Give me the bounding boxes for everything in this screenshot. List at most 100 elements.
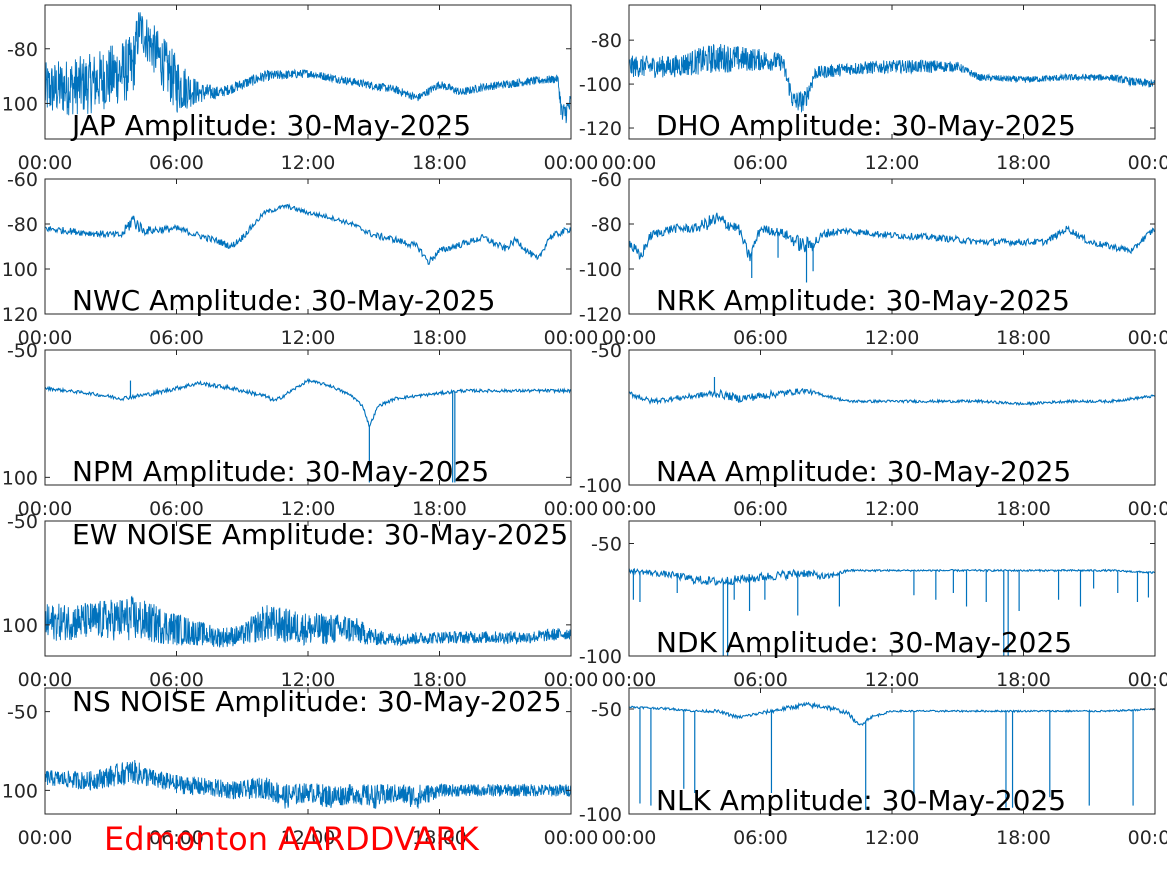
x-tick-label: 06:00 bbox=[149, 152, 204, 174]
y-tick-label: 100 bbox=[2, 780, 38, 802]
panel-9: 00:00 06:00 12:00 18:00 00:00 -50 -100 NLK Ampl… bbox=[579, 687, 1167, 849]
y-tick-label: -120 bbox=[579, 118, 622, 140]
x-tick-label: 18:00 bbox=[412, 327, 467, 349]
x-tick-label: 00:00 bbox=[1128, 827, 1167, 849]
x-tick-label: 12:00 bbox=[865, 669, 920, 691]
x-tick-label: 00:00 bbox=[544, 498, 599, 520]
x-tick-label: 06:00 bbox=[149, 327, 204, 349]
y-tick-label: -100 bbox=[579, 74, 622, 96]
x-tick-label: 00:00 bbox=[544, 152, 599, 174]
y-tick-label: -50 bbox=[7, 340, 38, 362]
series-line bbox=[45, 12, 571, 124]
x-tick-label: 00:00 bbox=[544, 327, 599, 349]
x-tick-label: 00:00 bbox=[602, 669, 657, 691]
series-line bbox=[45, 595, 571, 648]
y-tick-label: -50 bbox=[7, 511, 38, 533]
panel-title: NDK Amplitude: 30-May-2025 bbox=[656, 626, 1072, 659]
y-tick-label: -50 bbox=[591, 534, 622, 556]
x-tick-label: 00:00 bbox=[1128, 152, 1167, 174]
panel-title: EW NOISE Amplitude: 30-May-2025 bbox=[72, 518, 568, 551]
x-tick-label: 00:00 bbox=[1128, 498, 1167, 520]
station-footer-label: Edmonton AARDDVARK bbox=[104, 820, 479, 858]
y-tick-label: 100 bbox=[2, 615, 38, 637]
series-line bbox=[629, 387, 1155, 407]
x-tick-label: 12:00 bbox=[281, 669, 336, 691]
y-tick-label: -100 bbox=[579, 804, 622, 826]
x-tick-label: 18:00 bbox=[412, 498, 467, 520]
x-tick-label: 18:00 bbox=[996, 498, 1051, 520]
x-tick-label: 00:00 bbox=[18, 152, 73, 174]
panel-1: 00:00 06:00 12:00 18:00 00:00 -80 -100 -120 DHO … bbox=[579, 4, 1167, 174]
panel-title: NRK Amplitude: 30-May-2025 bbox=[656, 284, 1070, 317]
panel-3: 00:00 06:00 12:00 18:00 00:00 -60 -80 -100 -120 N… bbox=[579, 169, 1167, 349]
y-tick-label: -60 bbox=[7, 169, 38, 191]
x-tick-label: 12:00 bbox=[281, 152, 336, 174]
x-tick-label: 12:00 bbox=[865, 327, 920, 349]
x-tick-label: 00:00 bbox=[602, 498, 657, 520]
series-line bbox=[45, 377, 571, 428]
x-tick-label: 00:00 bbox=[18, 498, 73, 520]
y-tick-label: -100 bbox=[579, 646, 622, 668]
y-tick-label: -120 bbox=[579, 304, 622, 326]
x-tick-label: 00:00 bbox=[544, 669, 599, 691]
x-tick-label: 18:00 bbox=[412, 827, 467, 849]
x-tick-label: 06:00 bbox=[733, 669, 788, 691]
panel-4: 00:00 06:00 12:00 18:00 00:00 -50 100 NPM Ampli… bbox=[2, 340, 599, 520]
x-tick-label: 12:00 bbox=[865, 152, 920, 174]
panel-title: NAA Amplitude: 30-May-2025 bbox=[656, 455, 1071, 488]
x-tick-label: 18:00 bbox=[412, 152, 467, 174]
y-tick-label: -80 bbox=[7, 39, 38, 61]
x-tick-label: 00:00 bbox=[18, 669, 73, 691]
panel-5: 00:00 06:00 12:00 18:00 00:00 -50 -100 NAA Ampl… bbox=[579, 340, 1167, 520]
x-tick-label: 12:00 bbox=[281, 498, 336, 520]
y-tick-label: -50 bbox=[591, 340, 622, 362]
x-tick-label: 12:00 bbox=[865, 827, 920, 849]
x-tick-label: 00:00 bbox=[602, 827, 657, 849]
panel-title: JAP Amplitude: 30-May-2025 bbox=[70, 109, 471, 142]
x-tick-label: 12:00 bbox=[281, 827, 336, 849]
x-tick-label: 18:00 bbox=[996, 669, 1051, 691]
x-tick-label: 00:00 bbox=[544, 827, 599, 849]
y-tick-label: 100 bbox=[2, 259, 38, 281]
x-tick-label: 00:00 bbox=[602, 152, 657, 174]
panel-8: 00:00 06:00 12:00 18:00 00:00 -50 100 NS NOISE … bbox=[2, 685, 599, 849]
panel-title: NS NOISE Amplitude: 30-May-2025 bbox=[72, 685, 562, 718]
y-tick-label: -100 bbox=[579, 475, 622, 497]
x-tick-label: 00:00 bbox=[1128, 669, 1167, 691]
x-tick-label: 06:00 bbox=[733, 327, 788, 349]
x-tick-label: 12:00 bbox=[865, 498, 920, 520]
y-tick-label: 120 bbox=[2, 304, 38, 326]
panel-title: NLK Amplitude: 30-May-2025 bbox=[656, 784, 1066, 817]
panel-title: NWC Amplitude: 30-May-2025 bbox=[72, 284, 495, 317]
y-tick-label: 100 bbox=[2, 93, 38, 115]
x-tick-label: 18:00 bbox=[996, 152, 1051, 174]
y-tick-label: -100 bbox=[579, 259, 622, 281]
x-tick-label: 06:00 bbox=[733, 827, 788, 849]
y-tick-label: 100 bbox=[2, 467, 38, 489]
series-line bbox=[629, 701, 1155, 727]
y-tick-label: -80 bbox=[591, 214, 622, 236]
x-tick-label: 12:00 bbox=[281, 327, 336, 349]
panel-7: 00:00 06:00 12:00 18:00 00:00 -50 -100 NDK Ampl… bbox=[579, 520, 1167, 691]
y-tick-label: -80 bbox=[591, 30, 622, 52]
y-tick-label: -50 bbox=[7, 702, 38, 724]
series-line bbox=[629, 212, 1155, 262]
x-tick-label: 06:00 bbox=[149, 498, 204, 520]
series-line bbox=[629, 43, 1155, 113]
series-line bbox=[629, 567, 1155, 586]
y-tick-label: -60 bbox=[591, 169, 622, 191]
x-tick-label: 00:00 bbox=[602, 327, 657, 349]
panel-2: 00:00 06:00 12:00 18:00 00:00 -60 -80 100 120 NWC… bbox=[2, 169, 599, 349]
panel-title: DHO Amplitude: 30-May-2025 bbox=[656, 109, 1076, 142]
x-tick-label: 18:00 bbox=[412, 669, 467, 691]
x-tick-label: 00:00 bbox=[18, 327, 73, 349]
x-tick-label: 06:00 bbox=[149, 827, 204, 849]
panel-6: 00:00 06:00 12:00 18:00 00:00 -50 100 EW NOISE … bbox=[2, 511, 599, 691]
panel-title: NPM Amplitude: 30-May-2025 bbox=[72, 455, 489, 488]
y-tick-label: -50 bbox=[591, 699, 622, 721]
x-tick-label: 18:00 bbox=[996, 327, 1051, 349]
panel-0: 00:00 06:00 12:00 18:00 00:00 -80 100 JAP Ampli… bbox=[2, 4, 599, 174]
x-tick-label: 18:00 bbox=[996, 827, 1051, 849]
y-tick-label: -80 bbox=[7, 214, 38, 236]
